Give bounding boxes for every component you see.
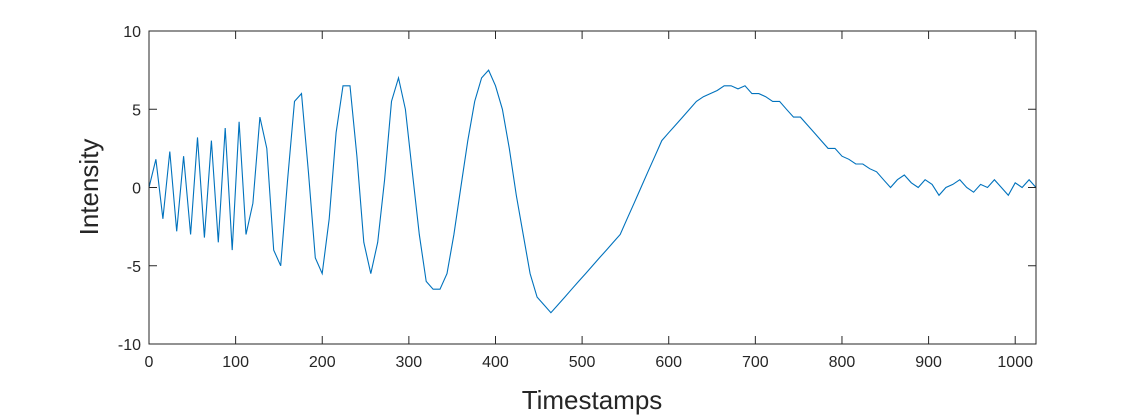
x-tick-label: 500 — [569, 354, 596, 371]
x-tick-label: 1000 — [997, 354, 1033, 371]
y-tick-label: -10 — [118, 337, 141, 354]
y-tick-label: 0 — [132, 181, 141, 198]
y-tick-label: 10 — [123, 24, 141, 41]
x-tick-label: 800 — [829, 354, 856, 371]
plot-area — [149, 31, 1036, 344]
y-axis-ticks: -10 -5 0 5 10 — [118, 24, 1036, 354]
x-tick-label: 200 — [309, 354, 336, 371]
x-tick-label: 700 — [742, 354, 769, 371]
x-tick-label: 0 — [145, 354, 154, 371]
x-axis-label: Timestamps — [522, 385, 663, 415]
y-tick-label: -5 — [127, 259, 141, 276]
y-axis-label: Intensity — [74, 139, 104, 236]
x-tick-label: 300 — [396, 354, 423, 371]
x-axis-ticks: 0 100 200 300 400 500 600 700 800 900 1000 — [145, 31, 1033, 371]
y-tick-label: 5 — [132, 102, 141, 119]
x-tick-label: 600 — [655, 354, 682, 371]
intensity-series-line — [148, 69, 1037, 314]
x-tick-label: 100 — [222, 354, 249, 371]
x-tick-label: 400 — [482, 354, 509, 371]
x-tick-label: 900 — [915, 354, 942, 371]
axes-box — [148, 30, 1037, 345]
